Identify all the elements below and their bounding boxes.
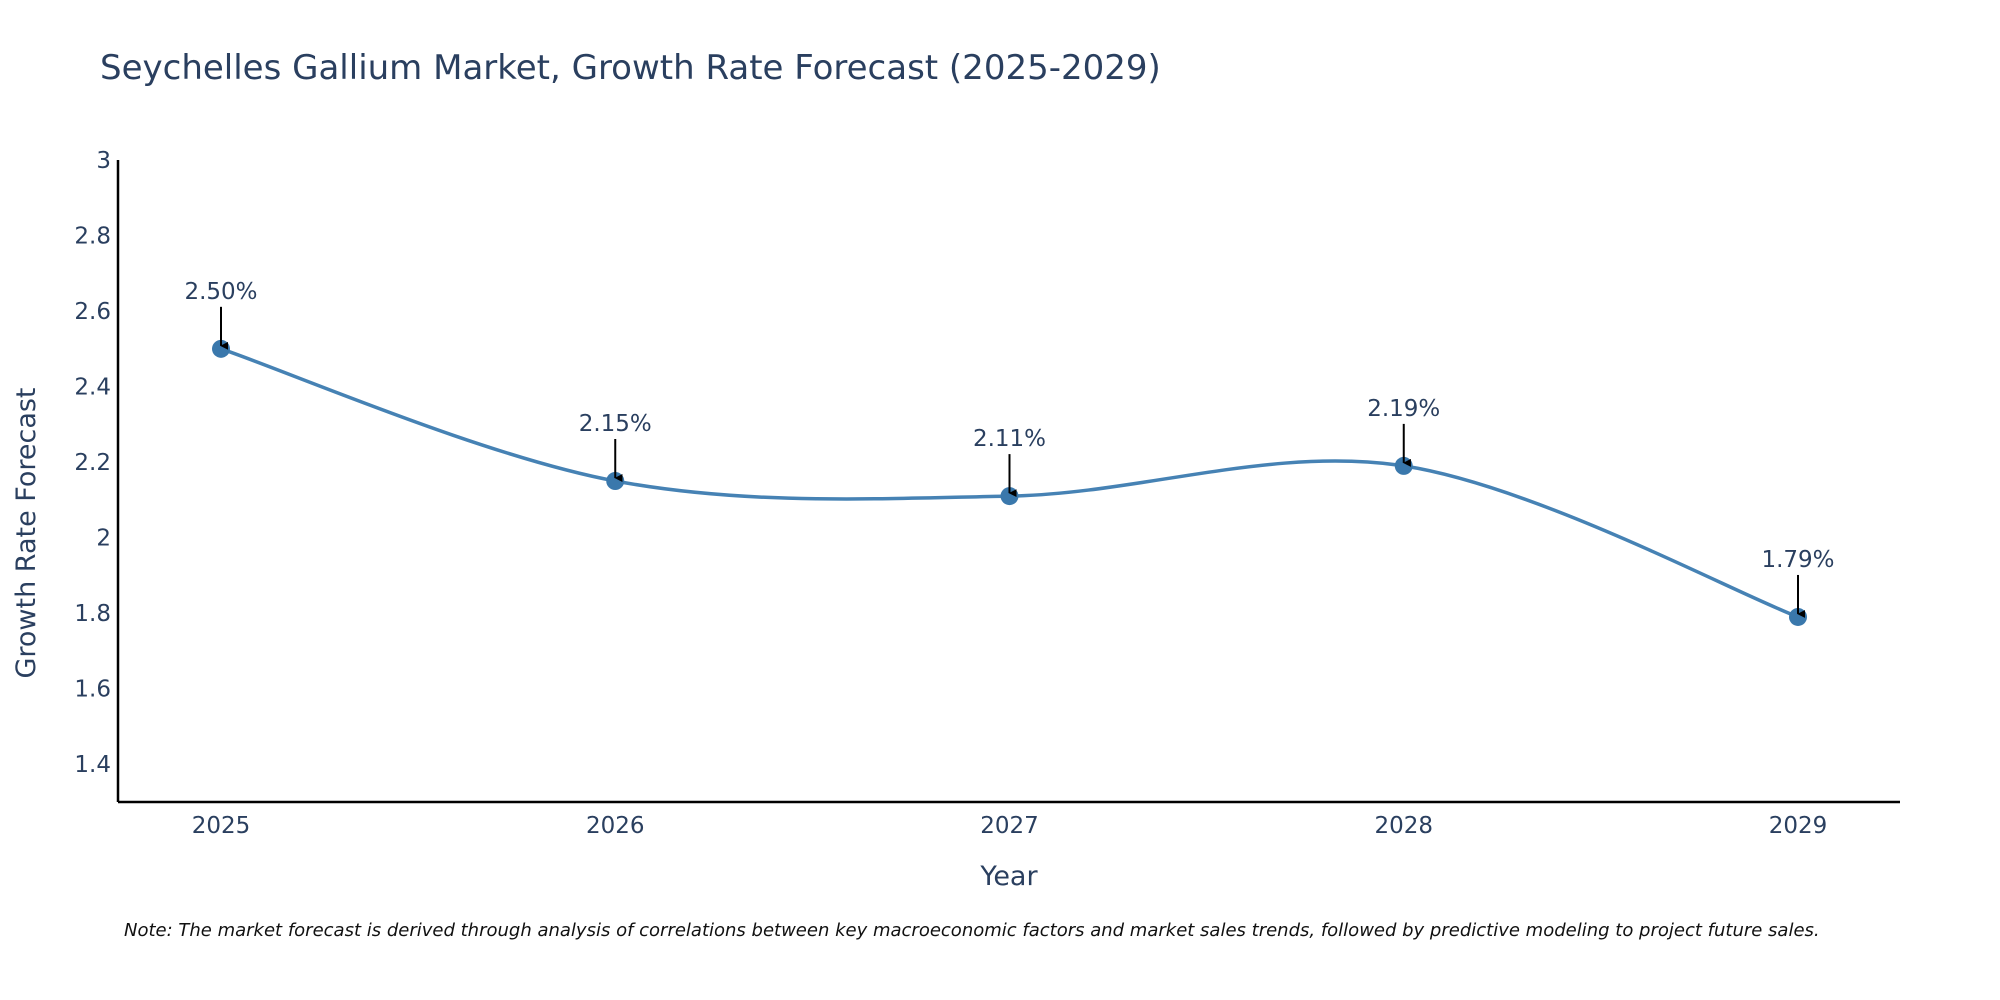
- chart-title: Seychelles Gallium Market, Growth Rate F…: [100, 48, 1161, 88]
- data-label: 2.50%: [184, 279, 257, 305]
- y-tick-label: 2.6: [74, 299, 111, 325]
- footnote: Note: The market forecast is derived thr…: [124, 920, 1820, 941]
- y-tick-label: 2: [96, 526, 111, 552]
- y-tick-label: 2.4: [74, 375, 111, 401]
- y-tick-label: 1.4: [74, 752, 111, 778]
- y-tick-label: 2.8: [74, 224, 111, 250]
- x-axis-title: Year: [979, 861, 1038, 892]
- x-axis-ticks: 2025 2026 2027 2028 2029: [192, 813, 1828, 839]
- x-tick-label: 2029: [1769, 813, 1828, 839]
- x-tick-label: 2025: [192, 813, 251, 839]
- y-tick-label: 2.2: [74, 450, 111, 476]
- y-tick-label: 1.8: [74, 601, 111, 627]
- data-label: 1.79%: [1761, 547, 1834, 573]
- data-label: 2.19%: [1367, 396, 1440, 422]
- x-tick-label: 2027: [980, 813, 1039, 839]
- x-tick-label: 2028: [1374, 813, 1433, 839]
- y-axis-ticks: 1.4 1.6 1.8 2 2.2 2.4 2.6 2.8 3: [74, 148, 111, 778]
- data-annotations: 2.50% 2.15% 2.11% 2.19% 1.79%: [184, 279, 1835, 618]
- data-label: 2.11%: [973, 426, 1046, 452]
- y-tick-label: 1.6: [74, 677, 111, 703]
- y-tick-label: 3: [96, 148, 111, 174]
- x-tick-label: 2026: [586, 813, 645, 839]
- data-label: 2.15%: [579, 411, 652, 437]
- y-axis-title: Growth Rate Forecast: [11, 387, 42, 678]
